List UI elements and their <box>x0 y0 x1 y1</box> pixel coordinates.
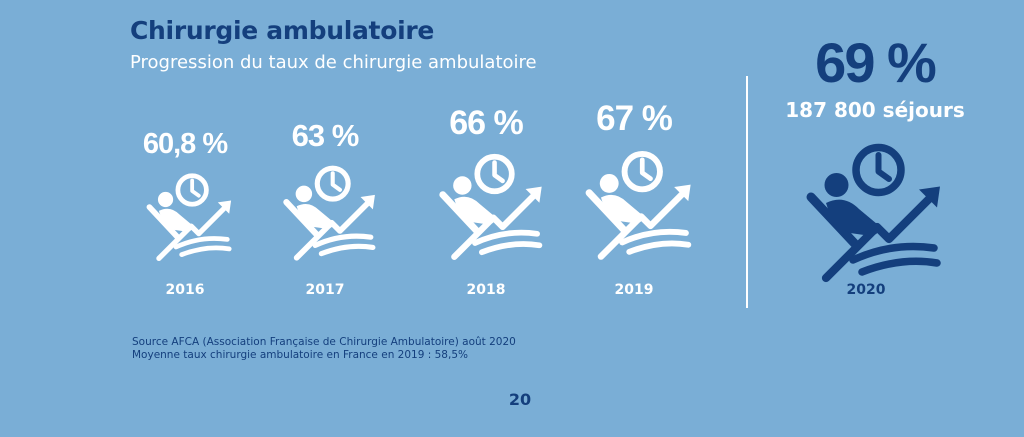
rate-label-2016: 60,8 % <box>142 128 228 160</box>
divider <box>746 76 748 308</box>
page-subtitle: Progression du taux de chirurgie ambulat… <box>130 52 537 73</box>
source-note: Source AFCA (Association Française de Ch… <box>132 336 516 362</box>
patient-icon <box>274 163 377 270</box>
year-label-2018: 2018 <box>466 282 506 298</box>
page-number: 20 <box>508 390 532 409</box>
patient-icon <box>138 171 233 270</box>
year-label-2019: 2019 <box>614 282 654 298</box>
page-title: Chirurgie ambulatoire <box>130 16 435 45</box>
rate-label-2017: 63 % <box>291 118 360 153</box>
source-line-2: Moyenne taux chirurgie ambulatoire en Fr… <box>132 349 468 361</box>
highlight-year-label: 2020 <box>846 282 886 298</box>
source-line-1: Source AFCA (Association Française de Ch… <box>132 336 516 348</box>
patient-icon <box>429 151 544 270</box>
year-label-2017: 2017 <box>305 282 345 298</box>
highlight-rate-label: 69 % <box>815 31 937 94</box>
rate-label-2018: 66 % <box>449 104 524 142</box>
patient-icon <box>575 148 693 270</box>
highlight-stays-label: 187 800 séjours <box>785 98 965 122</box>
rate-label-2019: 67 % <box>596 99 673 138</box>
year-label-2016: 2016 <box>165 282 205 298</box>
highlight-patient-icon <box>793 140 943 294</box>
